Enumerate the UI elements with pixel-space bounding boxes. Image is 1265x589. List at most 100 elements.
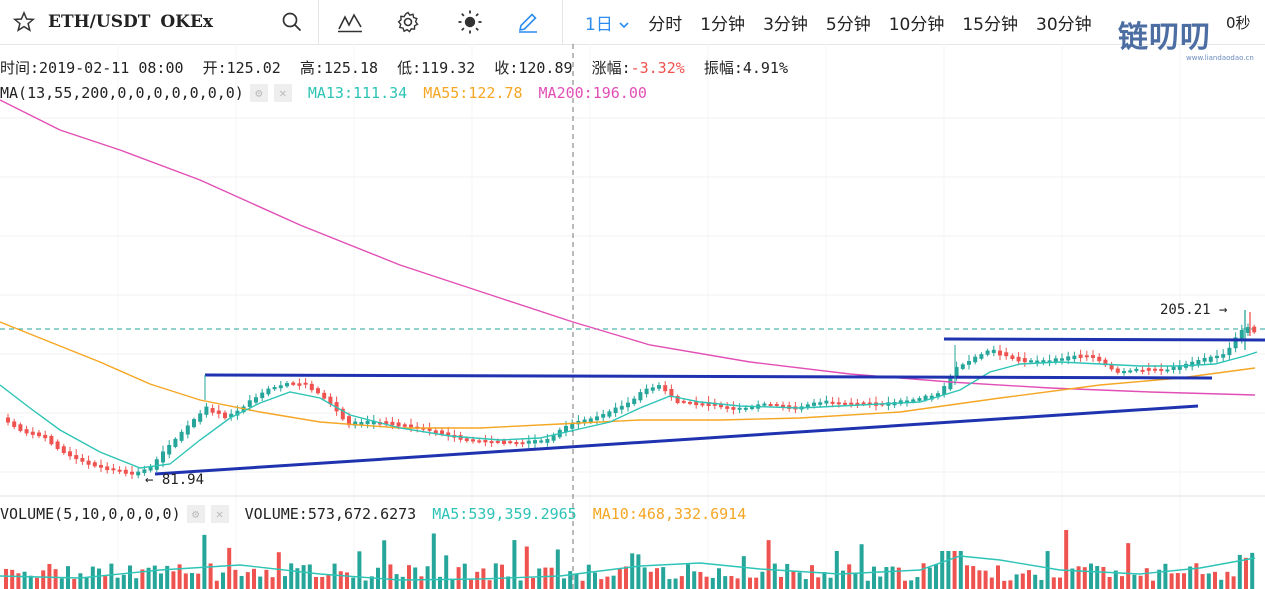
volume-bar-down xyxy=(245,572,250,589)
candle-down xyxy=(117,469,122,472)
candle-up xyxy=(185,425,190,435)
interval-15m[interactable]: 15分钟 xyxy=(962,14,1018,35)
candle-up xyxy=(607,411,612,417)
info-amplitude: 振幅:4.91% xyxy=(703,59,788,77)
volume-bar-up xyxy=(109,563,114,589)
volume-bar-down xyxy=(487,580,492,589)
candle-up xyxy=(750,406,754,409)
ma-settings-button[interactable]: ⚙ xyxy=(249,84,268,102)
candle-down xyxy=(1252,326,1257,333)
volume-bar-up xyxy=(438,576,442,589)
ma13-line xyxy=(0,351,1258,469)
volume-bar-down xyxy=(345,572,349,589)
candle-up xyxy=(192,419,196,428)
interval-3m[interactable]: 3分钟 xyxy=(763,14,808,35)
candle-up xyxy=(161,451,165,463)
search-button[interactable] xyxy=(272,0,312,44)
interval-10m[interactable]: 10分钟 xyxy=(888,14,945,35)
volume-bar-down xyxy=(766,540,771,589)
volume-bar-up xyxy=(958,551,963,589)
candle-up xyxy=(365,420,370,425)
interval-1d[interactable]: 1日 xyxy=(576,10,639,35)
volume-bar-up xyxy=(636,554,641,589)
candle-up xyxy=(898,400,903,404)
volume-settings-button[interactable]: ⚙ xyxy=(186,505,205,523)
volume-bar-down xyxy=(16,573,21,589)
volume-bar-up xyxy=(1113,570,1118,589)
volume-bar-down xyxy=(1058,577,1062,589)
volume-bar-down xyxy=(617,568,622,589)
candle-down xyxy=(55,441,60,450)
volume-bar-down xyxy=(977,570,982,589)
interval-5m[interactable]: 5分钟 xyxy=(825,14,871,35)
volume-bar-up xyxy=(822,572,827,589)
volume-bar-down xyxy=(1101,566,1106,589)
ma-close-button[interactable]: ✕ xyxy=(273,84,292,102)
candle-up xyxy=(1196,359,1201,366)
volume-bar-down xyxy=(1231,576,1236,589)
candle-up xyxy=(1165,369,1170,372)
candle-down xyxy=(1103,359,1108,366)
candle-down xyxy=(396,422,401,427)
candle-down xyxy=(669,389,674,398)
candle-up xyxy=(960,364,965,369)
volume-bar-down xyxy=(227,547,232,589)
candle-down xyxy=(464,438,469,442)
watermark-logo: 链叨叨 xyxy=(1118,20,1211,55)
volume-bar-up xyxy=(611,575,616,589)
theme-button[interactable] xyxy=(450,0,490,44)
interval-timeline[interactable]: 分时 xyxy=(648,14,683,35)
candle-down xyxy=(768,403,773,406)
candle-down xyxy=(514,442,519,445)
volume-bar-up xyxy=(431,533,436,589)
candle-down xyxy=(688,401,692,404)
volume-bar-down xyxy=(624,566,628,589)
interval-1m[interactable]: 1分钟 xyxy=(700,14,746,35)
volume-bar-up xyxy=(586,564,591,589)
toolbar-separator xyxy=(562,0,563,44)
candle-down xyxy=(446,432,451,437)
candle-up xyxy=(148,466,153,471)
candle-down xyxy=(6,417,10,423)
candle-down xyxy=(80,457,85,462)
volume-bar-down xyxy=(41,570,46,589)
volume-bar-up xyxy=(258,576,263,589)
candle-down xyxy=(216,410,221,414)
candle-up xyxy=(198,413,203,422)
volume-bar-down xyxy=(103,576,108,589)
interval-30m[interactable]: 30分钟 xyxy=(1036,14,1092,35)
candle-up xyxy=(1047,360,1052,363)
volume-bar-down xyxy=(47,563,52,589)
indicators-button[interactable] xyxy=(330,0,370,44)
volume-bar-up xyxy=(593,572,597,589)
interval-seconds[interactable]: 0秒 xyxy=(1226,13,1251,32)
volume-bar-down xyxy=(35,577,39,589)
volume-bar-up xyxy=(400,576,405,589)
candle-down xyxy=(86,460,91,465)
candle-up xyxy=(967,361,971,365)
star-icon[interactable] xyxy=(12,10,36,34)
candle-up xyxy=(948,376,953,390)
candle-up xyxy=(1190,361,1195,367)
candle-down xyxy=(92,462,97,467)
volume-bar-down xyxy=(264,569,269,589)
volume-bar-up xyxy=(134,578,139,589)
draw-button[interactable] xyxy=(508,0,548,44)
volume-bar-down xyxy=(1002,580,1007,589)
volume-bar-down xyxy=(524,546,529,589)
info-close: 收:120.89 xyxy=(494,59,573,77)
volume-close-button[interactable]: ✕ xyxy=(210,505,229,523)
volume-bar-up xyxy=(574,574,579,589)
settings-button[interactable] xyxy=(388,0,428,44)
volume-bar-down xyxy=(1213,571,1217,589)
volume-bar-down xyxy=(1126,543,1131,589)
candle-up xyxy=(1221,354,1226,358)
candle-up xyxy=(1177,365,1182,370)
candle-down xyxy=(223,412,227,419)
volume-bar-down xyxy=(952,551,957,589)
volume-bar-down xyxy=(599,579,604,589)
volume-bar-down xyxy=(208,563,213,589)
volume-bar-up xyxy=(934,564,938,589)
candle-up xyxy=(638,392,643,401)
